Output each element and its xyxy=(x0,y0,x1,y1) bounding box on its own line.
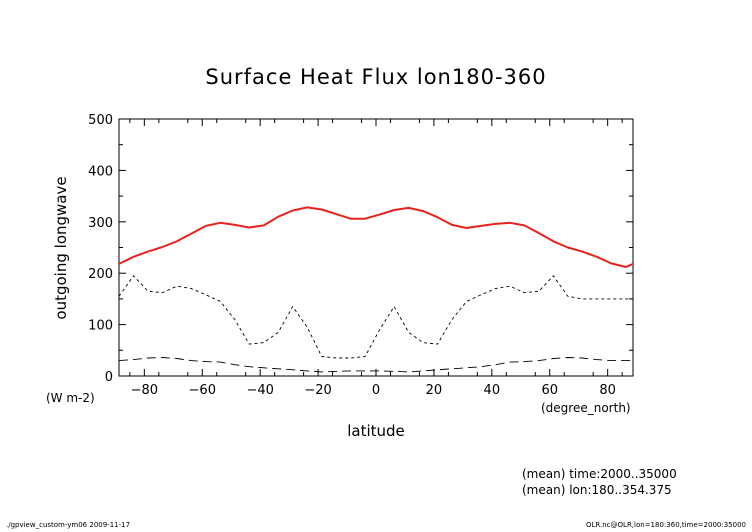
x-units-label: (degree_north) xyxy=(541,401,631,415)
axis-ticks: −80 −60 −40 −20 0 20 40 60 80 0 100 200 300 400 500 xyxy=(88,113,633,398)
series-line-3 xyxy=(118,357,633,373)
x-axis-label: latitude xyxy=(347,422,405,440)
y-tick-label: 400 xyxy=(88,164,113,179)
x-tick-label: −20 xyxy=(304,383,331,398)
y-units-label: (W m-2) xyxy=(46,391,95,405)
series-line-1 xyxy=(118,206,634,268)
x-tick-label: −80 xyxy=(131,383,158,398)
x-tick-label: 20 xyxy=(426,383,443,398)
annotation-lon: (mean) lon:180..354.375 xyxy=(522,483,672,497)
series-line-2 xyxy=(118,275,633,359)
y-tick-label: 0 xyxy=(105,370,113,385)
x-tick-label: 40 xyxy=(484,383,501,398)
y-axis-label: outgoing longwave xyxy=(52,176,70,319)
x-tick-label: −40 xyxy=(246,383,273,398)
y-tick-label: 200 xyxy=(88,267,113,282)
footer-left: ./gpview_custom-ym06 2009-11-17 xyxy=(6,521,130,529)
plot-frame xyxy=(118,118,634,377)
footer-right: OLR.nc@OLR,lon=180:360,time=2000:35000 xyxy=(586,521,746,529)
annotation-time: (mean) time:2000..35000 xyxy=(522,467,677,481)
x-tick-label: 80 xyxy=(599,383,616,398)
x-tick-label: −60 xyxy=(189,383,216,398)
x-tick-label: 0 xyxy=(372,383,380,398)
x-tick-label: 60 xyxy=(541,383,558,398)
series-group xyxy=(118,206,634,373)
y-tick-label: 500 xyxy=(88,113,113,128)
chart-title: Surface Heat Flux lon180-360 xyxy=(205,65,546,89)
y-tick-label: 100 xyxy=(88,319,113,334)
y-tick-label: 300 xyxy=(88,216,113,231)
